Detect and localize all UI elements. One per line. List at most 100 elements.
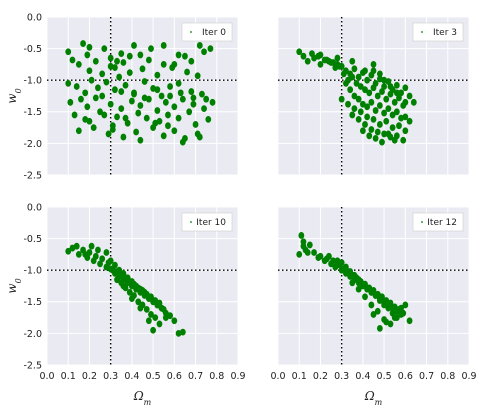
x-tick-label: 0.7	[188, 371, 203, 382]
scatter-point	[359, 280, 366, 288]
scatter-point	[406, 92, 413, 100]
scatter-point	[73, 83, 80, 90]
scatter-point	[120, 282, 127, 290]
scatter-point	[296, 48, 303, 56]
scatter-point	[311, 249, 317, 256]
scatter-point	[349, 279, 356, 287]
y-tick-label: -0.5	[23, 234, 42, 245]
scatter-point	[343, 79, 349, 87]
scatter-point	[376, 102, 383, 109]
scatter-point	[368, 98, 375, 106]
scatter-point	[162, 314, 169, 321]
scatter-point	[372, 134, 379, 142]
scatter-point	[71, 111, 78, 119]
panel-3: Iter 100.0-0.5-1.0-1.5-2.0-2.50.0 0.1 0.2 0…	[5, 202, 246, 406]
scatter-point	[124, 274, 131, 282]
scatter-point	[150, 326, 157, 334]
scatter-point	[145, 56, 152, 64]
scatter-point	[391, 136, 398, 144]
scatter-point	[175, 114, 182, 122]
legend-label: Iter 0	[202, 28, 226, 38]
scatter-point	[152, 119, 159, 127]
y-axis-label: w0	[5, 88, 23, 103]
scatter-point	[101, 45, 108, 52]
scatter-point	[182, 52, 188, 60]
scatter-point	[334, 54, 341, 62]
scatter-point	[137, 102, 144, 109]
scatter-point	[364, 284, 371, 292]
scatter-point	[194, 72, 201, 80]
legend-box	[181, 22, 233, 42]
scatter-point	[347, 86, 354, 94]
scatter-point	[402, 113, 409, 121]
scatter-point	[107, 62, 114, 70]
scatter-point	[118, 105, 125, 113]
scatter-point	[137, 304, 144, 312]
x-tick-label: 0.0	[39, 371, 54, 382]
scatter-point	[398, 89, 404, 97]
scatter-point	[171, 127, 178, 135]
legend-marker	[421, 221, 423, 223]
scatter-point	[158, 304, 165, 312]
scatter-point	[396, 94, 402, 102]
x-tick-label: 0.9	[461, 371, 476, 382]
scatter-point	[374, 92, 381, 100]
legend: Iter 3	[412, 22, 464, 42]
scatter-point	[124, 119, 131, 127]
scatter-point	[84, 51, 91, 59]
scatter-point	[137, 136, 144, 144]
scatter-point	[82, 89, 89, 97]
scatter-point	[387, 90, 394, 98]
scatter-point	[370, 311, 377, 318]
scatter-point	[103, 249, 110, 256]
scatter-point	[167, 83, 173, 90]
scatter-point	[97, 108, 103, 116]
scatter-point	[207, 45, 214, 52]
scatter-point	[179, 328, 186, 336]
scatter-point	[306, 241, 313, 249]
scatter-point	[92, 94, 99, 102]
scatter-point	[376, 70, 383, 78]
scatter-point	[179, 95, 186, 103]
scatter-point	[362, 67, 368, 75]
scatter-point	[186, 108, 193, 116]
x-tick-label: 0.8	[440, 371, 455, 382]
scatter-point	[116, 73, 123, 81]
scatter-point	[80, 40, 86, 47]
scatter-point	[396, 122, 402, 130]
scatter-point	[376, 121, 383, 128]
legend-box	[412, 212, 464, 232]
scatter-point	[355, 276, 362, 284]
scatter-point	[385, 130, 392, 138]
scatter-point	[402, 98, 409, 106]
legend-marker	[190, 221, 192, 223]
scatter-point	[107, 100, 114, 108]
legend: Iter 12	[412, 212, 464, 232]
scatter-point	[135, 109, 142, 117]
y-tick-label: -1.0	[23, 266, 42, 277]
scatter-point	[105, 130, 112, 138]
scatter-point	[88, 242, 95, 250]
scatter-point	[349, 73, 356, 81]
scatter-point	[192, 121, 199, 128]
scatter-point	[139, 65, 146, 73]
scatter-point	[148, 311, 154, 318]
scatter-point	[393, 81, 400, 89]
scatter-point	[95, 246, 101, 254]
scatter-point	[65, 247, 72, 255]
scatter-point	[326, 252, 332, 260]
scatter-point	[338, 95, 345, 103]
scatter-point	[141, 288, 148, 296]
scatter-point	[188, 88, 195, 95]
scatter-point	[160, 61, 167, 68]
scatter-point	[383, 95, 390, 103]
scatter-point	[137, 285, 144, 293]
scatter-point	[368, 288, 375, 296]
scatter-point	[381, 83, 388, 90]
scatter-point	[349, 111, 356, 119]
scatter-point	[383, 117, 390, 125]
x-tick-label: 0.2	[82, 371, 97, 382]
y-tick-label: -2.0	[23, 139, 42, 150]
scatter-point	[86, 43, 93, 51]
scatter-point	[156, 320, 163, 328]
